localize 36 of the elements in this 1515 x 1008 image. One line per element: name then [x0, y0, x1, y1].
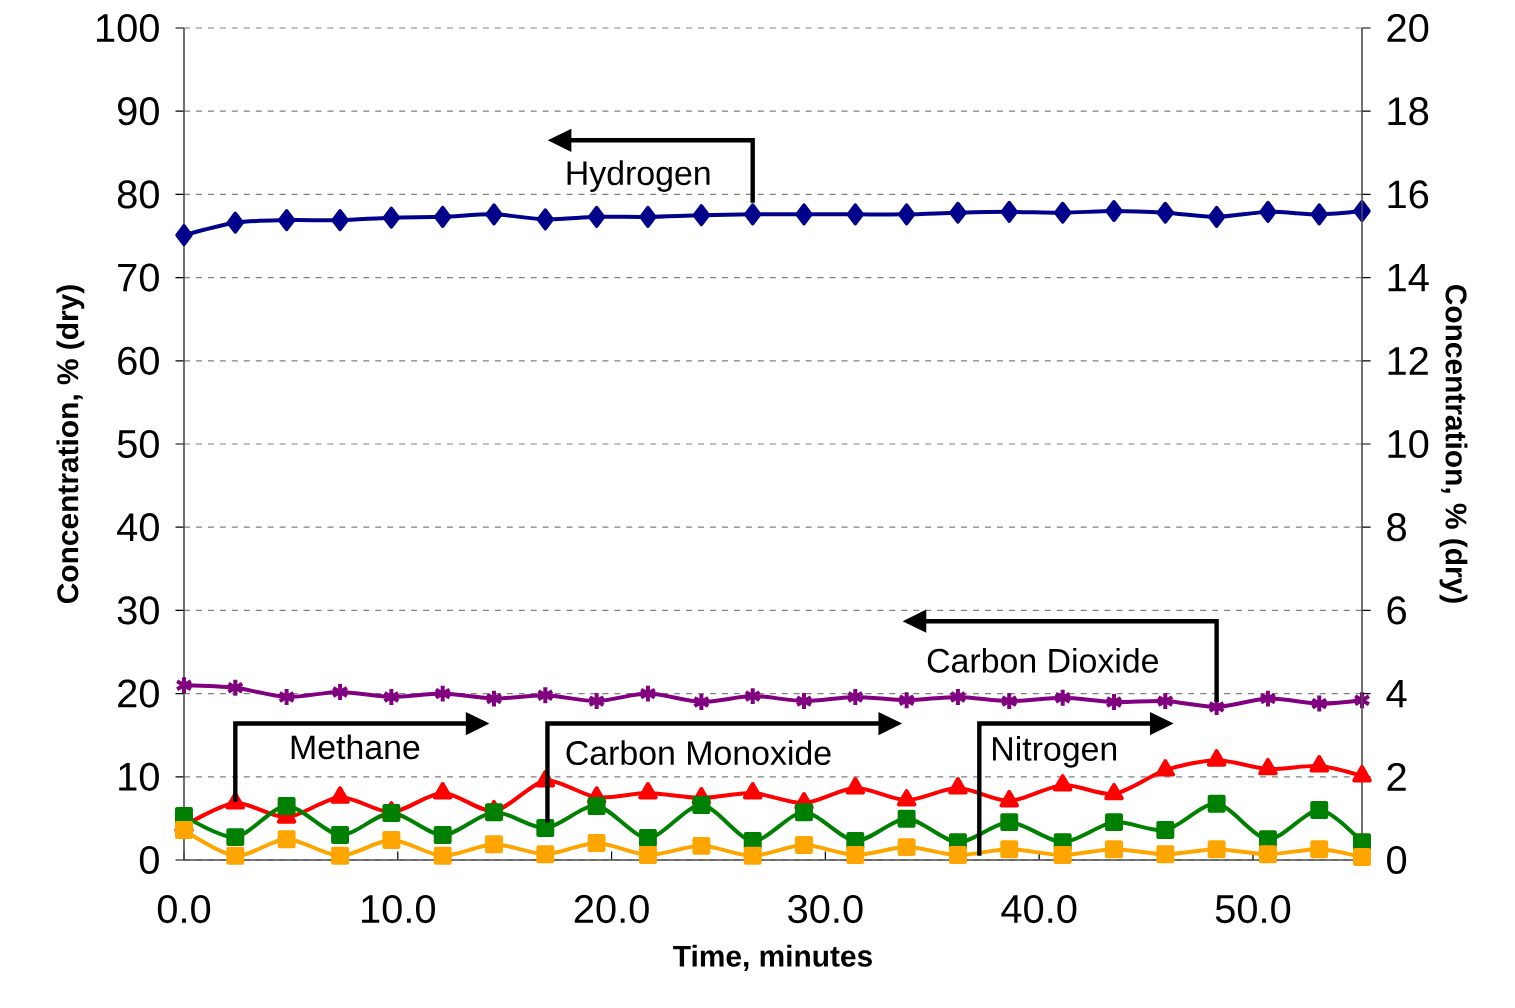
y-tick-label: 70: [118, 263, 159, 292]
y-tick-label: 50: [117, 429, 159, 459]
y2-tick-label: 6: [1387, 596, 1406, 625]
series-label: Hydrogen: [567, 160, 710, 192]
y-tick-label: 60: [118, 346, 159, 375]
y2-tick-label: 10: [1388, 429, 1429, 459]
y2-tick-label: 2: [1387, 762, 1406, 791]
text: Nitrogen: [993, 736, 1117, 768]
x-tick-label: 40.0: [1001, 894, 1077, 924]
y2-tick-label: 16: [1388, 180, 1429, 209]
y2-tick-label: 0: [1387, 845, 1407, 875]
x-tick-label: 10.0: [362, 894, 435, 924]
y-tick-label: 80: [117, 180, 159, 209]
y2-tick-label: 8: [1387, 513, 1406, 542]
y-tick-label: 40: [117, 513, 159, 542]
y-tick-label: 0: [139, 845, 159, 875]
y2-tick-label: 20: [1387, 13, 1429, 43]
series-label: Carbon Dioxide: [927, 647, 1159, 673]
x-axis-title: Time, minutes: [673, 944, 872, 972]
y-tick-label: 30: [117, 596, 159, 625]
y-tick-label: 100: [97, 13, 159, 43]
series-label: Methane: [291, 734, 420, 760]
y2-axis-title: Concentration, % (dry): [1439, 284, 1468, 603]
x-tick-label: 50.0: [1215, 894, 1291, 924]
y-tick-label: 20: [118, 679, 159, 708]
y2-tick-label: 4: [1386, 679, 1407, 708]
y-tick-label: 90: [118, 97, 159, 126]
y2-tick-label: 18: [1388, 97, 1429, 126]
y2-tick-label: 12: [1388, 346, 1428, 375]
y-axis-title: Concentration, % (dry): [56, 285, 85, 604]
x-tick-label: 20.0: [574, 894, 649, 924]
y-tick-label: 10: [119, 762, 159, 791]
series-label: Carbon Monoxide: [566, 740, 831, 766]
y2-tick-label: 14: [1388, 263, 1429, 292]
x-tick-label: 0.0: [157, 894, 211, 924]
x-tick-label: 30.0: [788, 894, 863, 924]
